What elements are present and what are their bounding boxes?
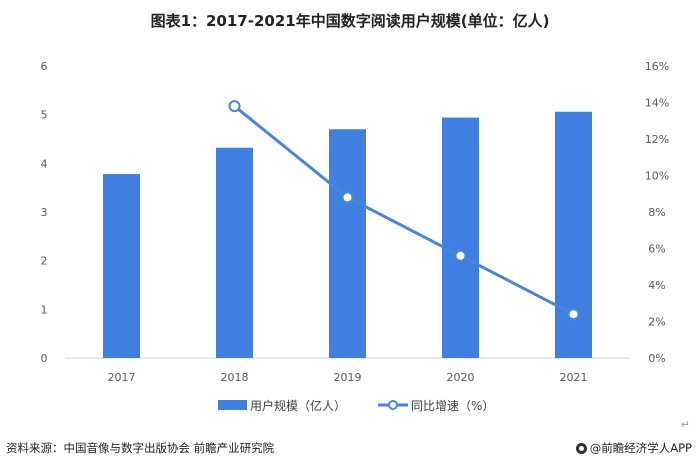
- y-right-tick-label: 0%: [648, 352, 665, 365]
- line-point: [341, 191, 354, 204]
- x-tick-label: 2021: [560, 371, 588, 384]
- line-point: [454, 249, 467, 262]
- legend-bar-swatch: [218, 400, 247, 410]
- y-left-tick-label: 6: [41, 60, 48, 73]
- brand-logo-icon: [575, 442, 587, 454]
- y-left-tick-label: 3: [41, 206, 48, 219]
- y-right-tick-label: 4%: [648, 279, 665, 292]
- y-right-tick-label: 2%: [648, 316, 665, 329]
- return-mark: ↵: [680, 418, 690, 431]
- bar: [555, 111, 592, 358]
- y-left-tick-label: 0: [41, 352, 48, 365]
- legend-line-marker: [388, 400, 398, 410]
- brand-credit: @前瞻经济学人APP: [575, 440, 692, 456]
- bar: [329, 129, 366, 358]
- y-right-tick-label: 6%: [648, 243, 665, 256]
- x-tick-label: 2018: [221, 371, 249, 384]
- legend-bar-label: 用户规模（亿人）: [250, 398, 346, 413]
- bar: [103, 174, 140, 358]
- x-tick-label: 2017: [108, 371, 136, 384]
- x-tick-label: 2020: [447, 371, 475, 384]
- legend-line-label: 同比增速（%）: [411, 399, 494, 413]
- bar: [442, 117, 479, 358]
- y-right-tick-label: 14%: [645, 97, 669, 110]
- y-right-tick-label: 16%: [645, 60, 669, 73]
- bar: [216, 147, 253, 358]
- brand-text: @前瞻经济学人APP: [589, 441, 692, 455]
- y-right-tick-label: 8%: [648, 206, 665, 219]
- y-left-tick-label: 1: [41, 303, 48, 316]
- line-point: [228, 100, 241, 113]
- source-note: 资料来源：中国音像与数字出版协会 前瞻产业研究院: [6, 441, 275, 455]
- chart-title: 图表1：2017-2021年中国数字阅读用户规模(单位：亿人): [150, 12, 550, 30]
- y-left-tick-label: 2: [41, 255, 48, 268]
- growth-line: [233, 104, 575, 316]
- x-tick-label: 2019: [334, 371, 362, 384]
- y-right-tick-label: 10%: [645, 170, 669, 183]
- line-point: [567, 308, 580, 321]
- y-left-tick-label: 4: [41, 157, 48, 170]
- y-left-tick-label: 5: [41, 109, 48, 122]
- y-right-tick-label: 12%: [645, 133, 669, 146]
